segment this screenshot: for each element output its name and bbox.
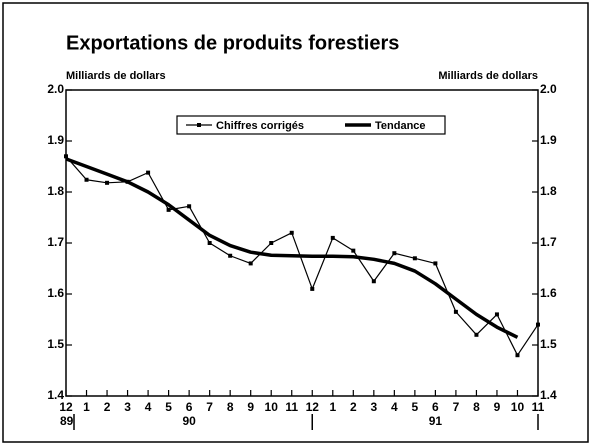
series-line bbox=[65, 157, 519, 339]
x-tick-label: 5 bbox=[165, 400, 172, 414]
x-tick-label: 4 bbox=[391, 400, 398, 414]
x-tick-label: 1 bbox=[329, 400, 336, 414]
plot-frame bbox=[65, 89, 539, 397]
y-tick-label: 1.7 bbox=[47, 235, 64, 249]
point-marker bbox=[84, 177, 89, 182]
x-tick-label: 12 bbox=[59, 400, 73, 414]
point-marker bbox=[166, 207, 171, 212]
x-tick-label: 7 bbox=[453, 400, 460, 414]
y-tick-label: 1.4 bbox=[47, 388, 64, 402]
y2-tick-label: 1.5 bbox=[540, 337, 557, 351]
point-marker bbox=[433, 261, 438, 266]
legend-label: Tendance bbox=[375, 120, 426, 132]
point-marker bbox=[330, 235, 335, 240]
point-marker bbox=[248, 261, 253, 266]
legend-label: Chiffres corrigés bbox=[216, 120, 304, 132]
y-tick-label: 1.9 bbox=[47, 133, 64, 147]
point-marker bbox=[310, 286, 315, 291]
point-marker bbox=[207, 241, 212, 245]
x-tick-label: 8 bbox=[227, 400, 234, 414]
y2-tick-label: 1.9 bbox=[540, 133, 557, 147]
point-marker bbox=[64, 154, 68, 159]
x-tick-label: 11 bbox=[532, 400, 545, 414]
x-tick-label: 12 bbox=[306, 400, 320, 414]
legend-marker bbox=[197, 123, 201, 127]
series-line bbox=[65, 155, 539, 356]
x-tick-label: 5 bbox=[412, 400, 419, 414]
y2-tick-label: 2.0 bbox=[540, 82, 557, 96]
y-tick-label: 1.6 bbox=[47, 286, 64, 300]
year-label: 89 bbox=[60, 414, 74, 428]
x-tick-label: 6 bbox=[186, 400, 193, 414]
point-marker bbox=[105, 180, 110, 185]
point-marker bbox=[371, 279, 376, 284]
y2-axis-label: Milliards de dollars bbox=[438, 70, 538, 82]
point-marker bbox=[351, 248, 356, 253]
y-axis-label: Milliards de dollars bbox=[66, 70, 166, 82]
point-marker bbox=[187, 204, 192, 209]
x-tick-label: 7 bbox=[206, 400, 213, 414]
point-marker bbox=[474, 332, 479, 337]
point-marker bbox=[453, 309, 458, 314]
legend-box bbox=[176, 115, 446, 135]
point-marker bbox=[228, 253, 233, 258]
point-marker bbox=[515, 353, 520, 358]
point-marker bbox=[392, 251, 397, 256]
y2-tick-label: 1.4 bbox=[540, 388, 557, 402]
chart-title: Exportations de produits forestiers bbox=[66, 32, 399, 54]
y2-tick-label: 1.7 bbox=[540, 235, 557, 249]
x-tick-label: 3 bbox=[370, 400, 377, 414]
x-tick-label: 9 bbox=[247, 400, 254, 414]
x-tick-label: 10 bbox=[265, 400, 279, 414]
point-marker bbox=[289, 230, 294, 235]
x-tick-label: 2 bbox=[104, 400, 111, 414]
y-tick-label: 1.8 bbox=[47, 184, 64, 198]
x-tick-label: 10 bbox=[511, 400, 525, 414]
y-tick-label: 1.5 bbox=[47, 337, 64, 351]
y2-tick-label: 1.8 bbox=[540, 184, 557, 198]
y2-tick-label: 1.6 bbox=[540, 286, 557, 300]
y-tick-label: 2.0 bbox=[47, 82, 64, 96]
point-marker bbox=[494, 312, 499, 317]
year-label: 90 bbox=[182, 414, 196, 428]
x-tick-label: 11 bbox=[285, 400, 298, 414]
point-marker bbox=[536, 322, 540, 327]
x-tick-label: 1 bbox=[83, 400, 90, 414]
point-marker bbox=[269, 241, 274, 245]
x-tick-label: 6 bbox=[432, 400, 439, 414]
point-marker bbox=[146, 170, 151, 175]
x-tick-label: 4 bbox=[145, 400, 152, 414]
x-tick-label: 2 bbox=[350, 400, 357, 414]
point-marker bbox=[412, 256, 417, 261]
x-tick-label: 3 bbox=[124, 400, 131, 414]
year-label: 91 bbox=[429, 414, 443, 428]
x-tick-label: 9 bbox=[494, 400, 501, 414]
x-tick-label: 8 bbox=[473, 400, 480, 414]
